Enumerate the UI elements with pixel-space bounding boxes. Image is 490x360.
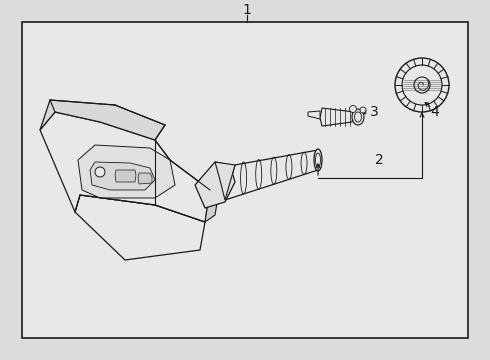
Ellipse shape bbox=[352, 109, 364, 125]
Polygon shape bbox=[138, 173, 152, 184]
Ellipse shape bbox=[402, 65, 442, 105]
Text: 3: 3 bbox=[370, 105, 379, 119]
Circle shape bbox=[360, 107, 366, 113]
Polygon shape bbox=[195, 162, 235, 208]
Polygon shape bbox=[215, 162, 235, 200]
FancyBboxPatch shape bbox=[22, 22, 468, 338]
Ellipse shape bbox=[414, 77, 430, 93]
Polygon shape bbox=[225, 150, 318, 200]
Ellipse shape bbox=[354, 112, 362, 122]
Circle shape bbox=[95, 167, 105, 177]
Text: 2: 2 bbox=[375, 153, 384, 167]
Polygon shape bbox=[78, 145, 175, 198]
Polygon shape bbox=[40, 112, 210, 222]
Ellipse shape bbox=[316, 153, 320, 167]
Polygon shape bbox=[75, 195, 205, 260]
Polygon shape bbox=[205, 185, 220, 222]
Text: 1: 1 bbox=[243, 3, 251, 17]
Circle shape bbox=[349, 105, 357, 112]
Ellipse shape bbox=[395, 58, 449, 112]
Polygon shape bbox=[320, 108, 354, 126]
Polygon shape bbox=[308, 111, 320, 119]
Polygon shape bbox=[115, 170, 136, 182]
Polygon shape bbox=[40, 100, 165, 140]
Polygon shape bbox=[90, 162, 155, 190]
Text: 4: 4 bbox=[430, 105, 439, 119]
Ellipse shape bbox=[314, 149, 322, 171]
